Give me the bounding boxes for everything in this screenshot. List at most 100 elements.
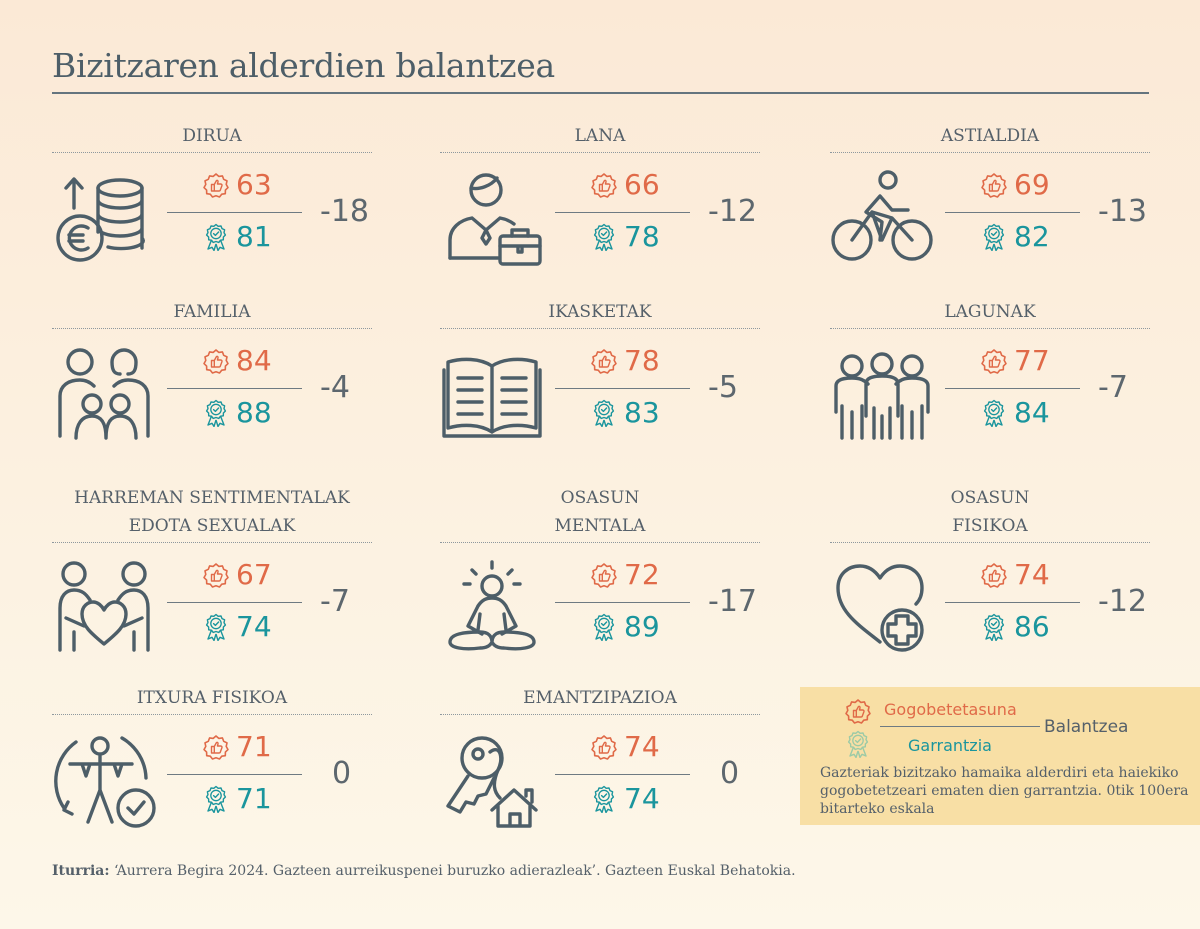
value-divider [167,602,302,603]
importance-value-row: 89 [590,610,660,644]
key-house-icon [440,728,544,832]
satisfaction-value-row: 63 [202,168,272,202]
aspect-title: ASTIALDIA [940,126,1040,146]
legend-description: Gazteriak bizitzako hamaika alderdiri et… [820,765,1189,817]
importance-value-row: 71 [202,782,272,816]
aspect-title-line: HARREMAN SENTIMENTALAK [74,488,350,508]
aspect-title: HARREMAN SENTIMENTALAK EDOTA SEXUALAK [52,484,372,540]
source-label: Iturria: [52,863,110,879]
satisfaction-value-row: 66 [590,168,660,202]
thumbs-up-icon [202,561,230,589]
aspect-card: EMANTZIPAZIOA 74 74 0 [440,684,760,859]
award-ribbon-icon [590,399,618,427]
value-divider [945,212,1080,213]
aspect-title-rule [440,714,760,715]
importance-value: 81 [236,220,272,253]
heart-health-icon [830,556,934,660]
satisfaction-value: 74 [624,730,660,763]
award-ribbon-icon [202,785,230,813]
page-title: Bizitzaren alderdien balantzea [52,46,555,85]
balance-value: -17 [708,584,757,619]
body-check-icon [52,728,156,832]
award-ribbon-icon [202,399,230,427]
thumbs-up-icon [202,733,230,761]
aspect-title-rule [52,542,372,543]
aspect-title: ITXURA FISIKOA [136,688,288,708]
legend-divider [880,726,1040,727]
thumbs-up-icon [980,171,1008,199]
importance-value-row: 88 [202,396,272,430]
aspect-card: ASTIALDIA 69 82 -13 [830,122,1150,297]
coins-euro-icon [52,166,156,270]
value-divider [167,212,302,213]
aspect-title: DIRUA [182,126,242,146]
satisfaction-value: 69 [1014,168,1050,201]
balance-value: -5 [708,370,738,405]
aspect-title: FAMILIA [173,302,251,322]
source-text: ‘Aurrera Begira 2024. Gazteen aurreikusp… [113,863,796,879]
award-ribbon-icon [202,223,230,251]
award-ribbon-icon [590,613,618,641]
balance-value: -7 [320,584,350,619]
family-icon [52,342,156,446]
aspect-title: EMANTZIPAZIOA [523,688,677,708]
value-divider [167,774,302,775]
aspect-title-rule [830,542,1150,543]
satisfaction-value-row: 84 [202,344,272,378]
aspect-title-rule [440,542,760,543]
satisfaction-value-row: 69 [980,168,1050,202]
legend-satisfaction-label: Gogobetetasuna [884,700,1017,719]
thumbs-up-icon [202,347,230,375]
thumbs-up-icon [590,171,618,199]
aspect-title: OSASUN MENTALA [440,484,760,540]
legend-balance-label: Balantzea [1044,717,1129,737]
satisfaction-value: 66 [624,168,660,201]
friends-group-icon [830,342,934,446]
award-ribbon-icon [590,785,618,813]
satisfaction-value-row: 78 [590,344,660,378]
satisfaction-value-row: 74 [590,730,660,764]
importance-value-row: 78 [590,220,660,254]
importance-value-row: 82 [980,220,1050,254]
value-divider [167,388,302,389]
value-divider [945,388,1080,389]
aspect-title: OSASUN FISIKOA [830,484,1150,540]
value-divider [555,774,690,775]
aspect-title-line: MENTALA [554,516,646,536]
balance-value: -13 [1098,194,1147,229]
aspect-title: LANA [574,126,626,146]
importance-value: 71 [236,782,272,815]
aspect-title-rule [830,328,1150,329]
thumbs-up-icon [980,561,1008,589]
satisfaction-value-row: 77 [980,344,1050,378]
aspect-title-line: EDOTA SEXUALAK [128,516,296,536]
aspect-title-line: OSASUN [950,488,1030,508]
satisfaction-value: 84 [236,344,272,377]
importance-value: 84 [1014,396,1050,429]
award-ribbon-icon [590,223,618,251]
thumbs-up-icon [590,733,618,761]
cyclist-icon [830,166,934,270]
award-ribbon-icon [844,730,872,758]
importance-value: 82 [1014,220,1050,253]
aspect-card: LAGUNAK 77 84 -7 [830,298,1150,473]
thumbs-up-icon [590,347,618,375]
meditation-icon [440,556,544,660]
aspect-card: DIRUA 63 81 -18 [52,122,372,297]
aspect-card: OSASUN MENTALA 72 89 -17 [440,484,760,659]
thumbs-up-icon [980,347,1008,375]
importance-value: 74 [236,610,272,643]
value-divider [555,212,690,213]
award-ribbon-icon [980,399,1008,427]
satisfaction-value: 72 [624,558,660,591]
aspect-card: IKASKETAK 78 83 -5 [440,298,760,473]
importance-value-row: 81 [202,220,272,254]
balance-value: 0 [720,756,740,791]
legend-box: Gogobetetasuna Balantzea Garrantzia Gazt… [800,687,1200,825]
satisfaction-value-row: 67 [202,558,272,592]
aspect-title-rule [440,328,760,329]
importance-value-row: 84 [980,396,1050,430]
thumbs-up-icon [202,171,230,199]
importance-value: 88 [236,396,272,429]
balance-value: -12 [708,194,757,229]
